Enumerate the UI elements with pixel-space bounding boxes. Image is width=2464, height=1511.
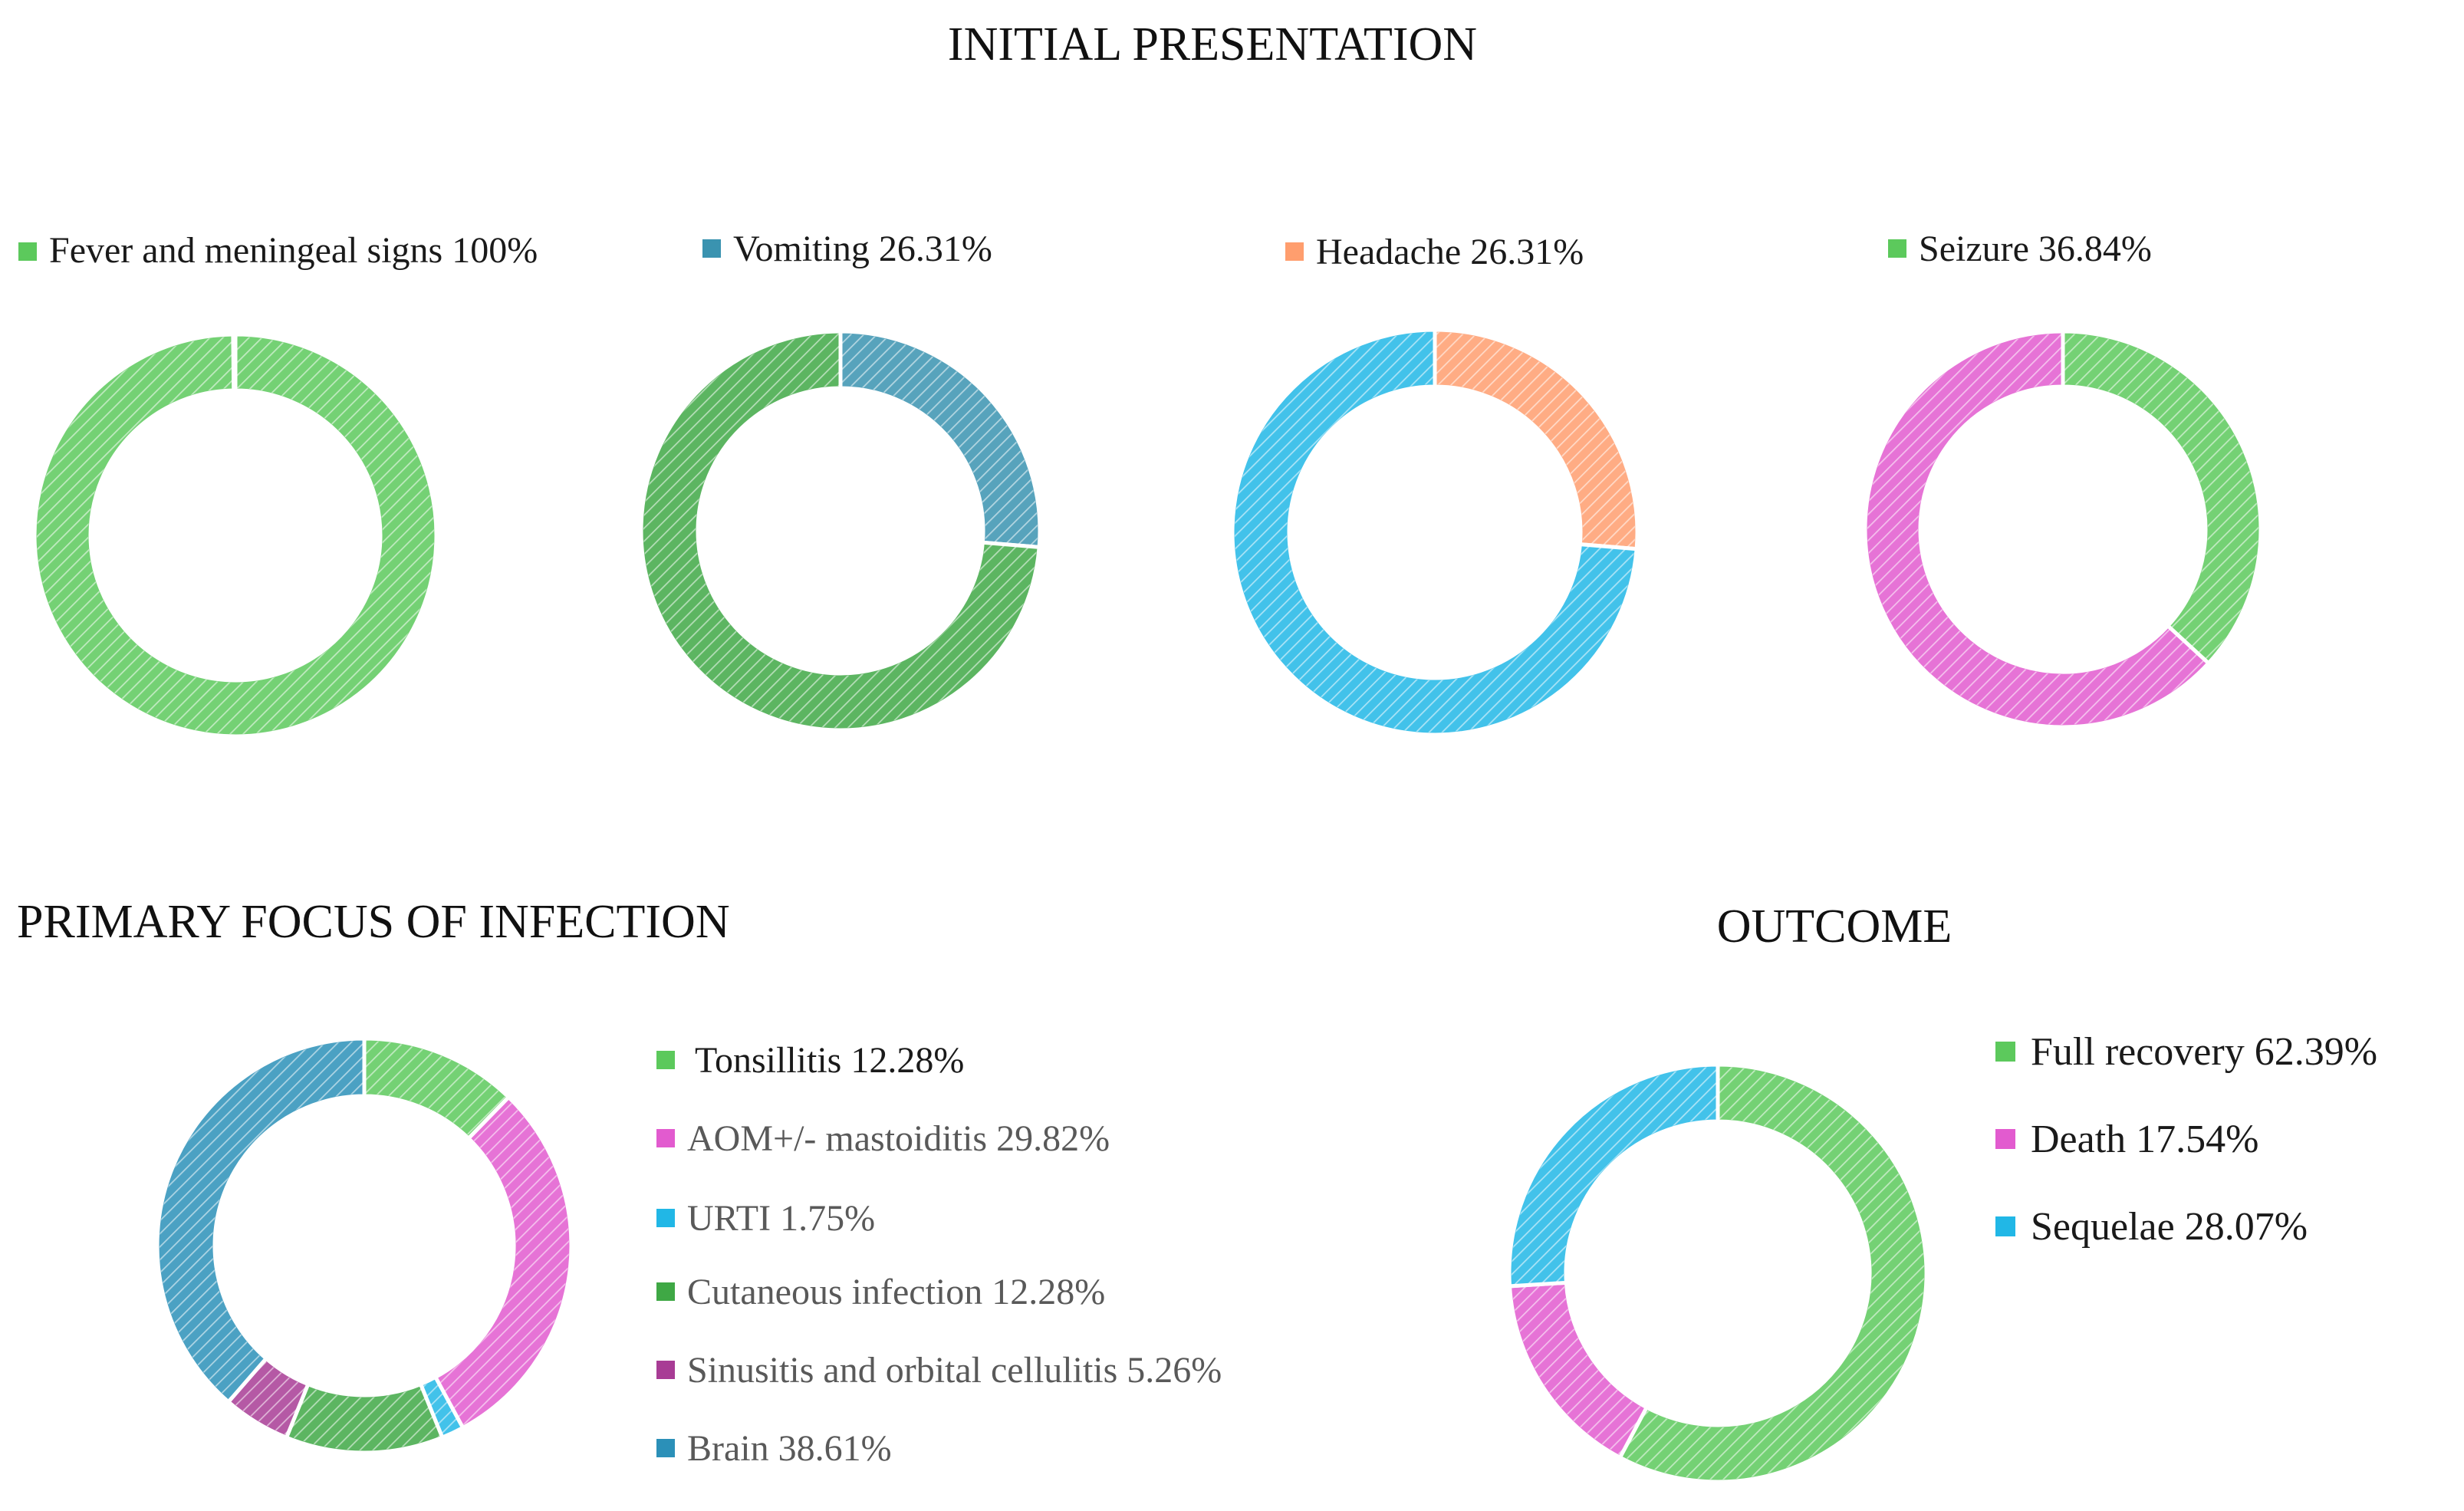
headache-donut — [1230, 328, 1640, 737]
legend-label-full-recovery: Full recovery 62.39% — [2031, 1030, 2377, 1074]
vomiting-slice-other — [639, 329, 1041, 732]
legend-marker-brain — [656, 1439, 675, 1457]
legend-label-seizure: Seizure 36.84% — [1919, 229, 2152, 269]
legend-marker-urti — [656, 1209, 675, 1227]
legend-marker-death — [1995, 1129, 2015, 1149]
seizure-slice-hatch-seizure — [2063, 334, 2259, 661]
fever-donut — [32, 332, 439, 739]
legend-marker-tonsillitis — [656, 1051, 675, 1069]
legend-marker-seizure — [1888, 239, 1906, 258]
primary-focus-title: PRIMARY FOCUS OF INFECTION — [17, 896, 730, 948]
primary-focus-slice-hatch-brain — [159, 1041, 364, 1400]
seizure-slice-hatch-other — [1867, 334, 2206, 726]
legend-marker-aom — [656, 1129, 675, 1147]
initial-presentation-section: INITIAL PRESENTATION Fever and meningeal… — [18, 18, 2263, 739]
legend-label-sinusitis: Sinusitis and orbital cellulitis 5.26% — [687, 1350, 1222, 1391]
outcome-donut — [1507, 1062, 1929, 1484]
legend-label-sequelae: Sequelae 28.07% — [2031, 1205, 2308, 1249]
legend-marker-headache — [1285, 242, 1304, 261]
vomiting-slice-hatch-vomiting — [841, 334, 1038, 547]
primary-focus-slice-hatch-cutaneous-infection — [288, 1386, 441, 1450]
seizure-chart: Seizure 36.84% — [1863, 229, 2263, 729]
outcome-legend: Full recovery 62.39% Death 17.54% Sequel… — [1995, 1030, 2377, 1249]
vomiting-chart: Vomiting 26.31% — [639, 229, 1042, 732]
primary-focus-slice-hatch-urti — [422, 1379, 462, 1435]
legend-marker-fever — [18, 242, 37, 261]
legend-label-aom: AOM+/- mastoiditis 29.82% — [687, 1118, 1110, 1159]
primary-focus-section: PRIMARY FOCUS OF INFECTION Tonsillitis 1… — [17, 896, 1222, 1469]
initial-presentation-title: INITIAL PRESENTATION — [948, 18, 1477, 71]
legend-label-headache: Headache 26.31% — [1316, 232, 1584, 272]
primary-focus-donut — [155, 1036, 574, 1455]
outcome-title: OUTCOME — [1717, 900, 1952, 953]
seizure-donut — [1863, 329, 2263, 729]
outcome-slice-hatch-sequelae — [1512, 1067, 1718, 1286]
fever-chart: Fever and meningeal signs 100% — [18, 230, 538, 739]
legend-label-brain: Brain 38.61% — [687, 1428, 892, 1469]
legend-marker-sinusitis — [656, 1361, 675, 1379]
primary-focus-slice-hatch-tonsillitis — [364, 1041, 507, 1137]
legend-marker-cutaneous — [656, 1282, 675, 1301]
vomiting-donut — [639, 329, 1042, 732]
fever-slice-fever-and-meningeal-signs — [32, 332, 439, 739]
legend-marker-vomiting — [702, 239, 721, 258]
legend-label-tonsillitis: Tonsillitis 12.28% — [695, 1040, 964, 1081]
legend-label-fever: Fever and meningeal signs 100% — [49, 230, 538, 271]
outcome-slice-hatch-full-recovery — [1621, 1067, 1925, 1480]
fever-slice-hatch-fever-and-meningeal-signs — [36, 337, 434, 734]
legend-label-urti: URTI 1.75% — [687, 1198, 875, 1239]
primary-focus-slice-hatch-aom-mastoiditis — [436, 1099, 570, 1426]
headache-slice-other — [1230, 328, 1639, 737]
legend-marker-sequelae — [1995, 1216, 2015, 1236]
headache-slice-hatch-headache — [1435, 332, 1635, 548]
legend-label-death: Death 17.54% — [2031, 1118, 2258, 1161]
legend-label-cutaneous: Cutaneous infection 12.28% — [687, 1272, 1105, 1312]
legend-label-vomiting: Vomiting 26.31% — [733, 229, 992, 269]
primary-focus-legend: Tonsillitis 12.28% AOM+/- mastoiditis 29… — [656, 1040, 1222, 1469]
outcome-section: OUTCOME Full recovery 62.39% Death 17.54… — [1507, 900, 2377, 1484]
legend-marker-full-recovery — [1995, 1042, 2015, 1062]
headache-chart: Headache 26.31% — [1230, 232, 1640, 737]
outcome-slice-hatch-death — [1512, 1283, 1646, 1456]
